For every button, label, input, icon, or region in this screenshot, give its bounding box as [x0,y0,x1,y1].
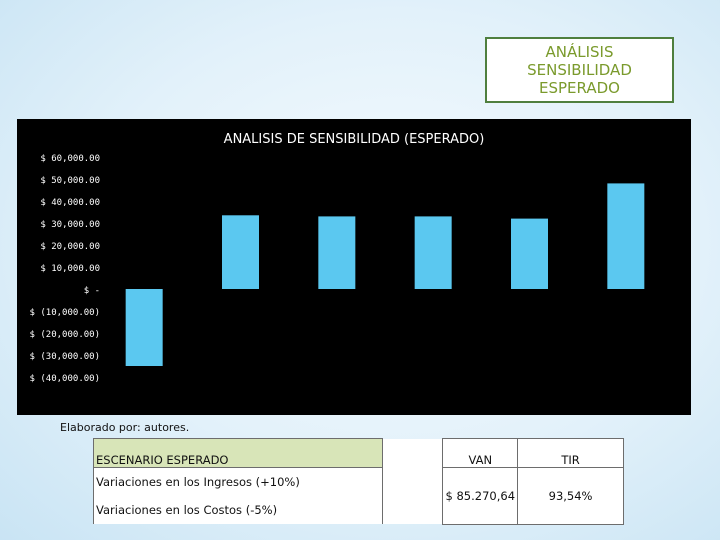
bar [414,216,452,289]
table-gap-cell [382,496,444,524]
slide-title-box: ANÁLISIS SENSIBILIDAD ESPERADO [485,37,674,103]
bar [125,289,163,366]
y-axis: $ 60,000.00 $ 50,000.00 $ 40,000.00 $ 30,00… [30,154,100,384]
y-tick-label: $ - [84,286,100,296]
y-tick-label: $ 30,000.00 [40,220,100,230]
tir-value: 93,54% [517,467,624,525]
table-gap-cell [382,438,444,468]
y-tick-label: $ 20,000.00 [40,242,100,252]
scenario-header: ESCENARIO ESPERADO [92,438,384,468]
table-row: Variaciones en los Costos (-5%) [92,496,624,524]
y-tick-label: $ (20,000.00) [30,330,100,340]
bar [511,218,548,289]
y-tick-label: $ (30,000.00) [30,352,100,362]
bar-series [125,183,645,366]
bar [607,183,645,289]
slide-title-line-1: ANÁLISIS [545,43,614,61]
van-value: $ 85.270,64 [442,467,519,525]
y-tick-label: $ 40,000.00 [40,198,100,208]
y-tick-label: $ 60,000.00 [40,154,100,164]
bar [318,216,356,289]
chart-title: ANALISIS DE SENSIBILIDAD (ESPERADO) [224,132,485,147]
y-tick-label: $ 10,000.00 [40,264,100,274]
scenario-row-income: Variaciones en los Ingresos (+10%) [92,467,384,496]
source-caption: Elaborado por: autores. [60,421,190,434]
bar [222,215,259,289]
slide-title-line-3: ESPERADO [539,79,620,97]
y-tick-label: $ (40,000.00) [30,374,100,384]
slide-title-line-2: SENSIBILIDAD [527,61,632,79]
scenario-row-costs: Variaciones en los Costos (-5%) [92,496,384,524]
y-tick-label: $ (10,000.00) [30,308,100,318]
table-header-row: ESCENARIO ESPERADO VAN TIR [92,438,624,468]
table-row: Variaciones en los Ingresos (+10%) $ 85.… [92,467,624,525]
sensitivity-table: ESCENARIO ESPERADO VAN TIR Variaciones e… [92,438,624,525]
van-header: VAN [442,438,519,468]
tir-header: TIR [517,438,624,468]
bar-chart: ANALISIS DE SENSIBILIDAD (ESPERADO) $ 60… [17,119,691,415]
chart-container: ANALISIS DE SENSIBILIDAD (ESPERADO) $ 60… [17,119,691,415]
table-gap-cell [382,467,444,496]
y-tick-label: $ 50,000.00 [40,176,100,186]
